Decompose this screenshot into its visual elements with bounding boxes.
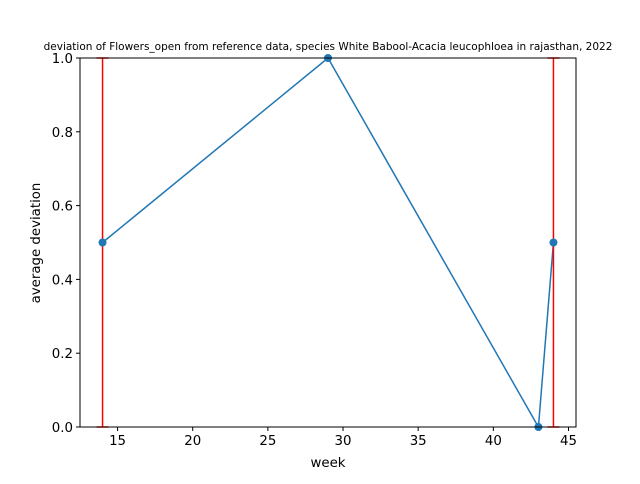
x-tick-label-1: 20 bbox=[184, 434, 201, 449]
y-tick-label-5: 1.0 bbox=[52, 52, 73, 67]
y-tick-label-2: 0.4 bbox=[52, 273, 73, 288]
x-tick-label-6: 45 bbox=[560, 434, 577, 449]
plot-layer bbox=[96, 54, 560, 431]
chart-title: deviation of Flowers_open from reference… bbox=[44, 41, 613, 53]
data-point-0 bbox=[98, 238, 107, 247]
series-line bbox=[102, 58, 555, 427]
y-tick-label-1: 0.2 bbox=[52, 347, 73, 362]
y-tick-label-4: 0.8 bbox=[52, 126, 73, 141]
x-tick-label-0: 15 bbox=[109, 434, 126, 449]
x-tick-label-5: 40 bbox=[485, 434, 502, 449]
axes-layer: 15 20 25 30 35 40 45 0.0 0.2 0.4 0.6 0.8 1.0 bbox=[52, 52, 577, 449]
x-tick-label-4: 35 bbox=[410, 434, 427, 449]
data-point-3 bbox=[549, 238, 558, 247]
y-tick-label-0: 0.0 bbox=[52, 421, 73, 436]
x-tick-label-3: 30 bbox=[335, 434, 352, 449]
y-tick-label-3: 0.6 bbox=[52, 200, 73, 215]
x-axis-label: week bbox=[310, 456, 345, 471]
y-axis-label: average deviation bbox=[29, 183, 44, 304]
axes-frame bbox=[79, 57, 577, 428]
x-tick-label-2: 25 bbox=[259, 434, 276, 449]
